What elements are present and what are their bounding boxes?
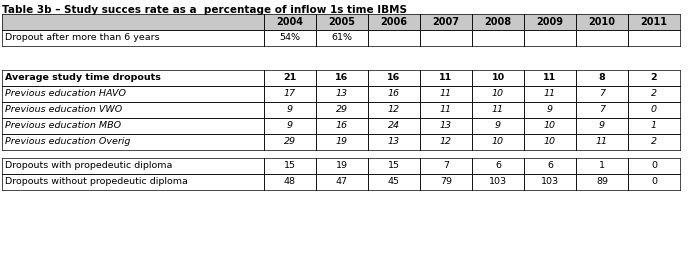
Text: 13: 13 bbox=[440, 122, 452, 130]
Text: 9: 9 bbox=[547, 106, 553, 114]
Text: 2: 2 bbox=[651, 137, 657, 147]
Text: 6: 6 bbox=[547, 161, 553, 170]
Text: 16: 16 bbox=[336, 73, 349, 83]
Text: 54%: 54% bbox=[280, 33, 300, 42]
Text: 10: 10 bbox=[492, 89, 504, 99]
Text: Dropout after more than 6 years: Dropout after more than 6 years bbox=[5, 33, 160, 42]
Text: 9: 9 bbox=[495, 122, 501, 130]
Bar bbox=[264, 14, 316, 30]
Text: 9: 9 bbox=[287, 106, 293, 114]
Text: Previous education HAVO: Previous education HAVO bbox=[5, 89, 126, 99]
Text: 0: 0 bbox=[651, 106, 657, 114]
Text: Previous education Overig: Previous education Overig bbox=[5, 137, 130, 147]
Text: 15: 15 bbox=[284, 161, 296, 170]
Text: 16: 16 bbox=[387, 73, 400, 83]
Bar bbox=[2, 14, 264, 30]
Text: 103: 103 bbox=[541, 177, 559, 187]
Text: 10: 10 bbox=[544, 137, 556, 147]
Bar bbox=[420, 14, 472, 30]
Text: 29: 29 bbox=[336, 106, 348, 114]
Text: 61%: 61% bbox=[331, 33, 353, 42]
Text: 29: 29 bbox=[284, 137, 296, 147]
Text: 11: 11 bbox=[544, 73, 557, 83]
Text: 10: 10 bbox=[544, 122, 556, 130]
Text: 11: 11 bbox=[440, 73, 453, 83]
Text: 19: 19 bbox=[336, 137, 348, 147]
Text: Table 3b – Study succes rate as a  percentage of inflow 1s time IBMS: Table 3b – Study succes rate as a percen… bbox=[2, 5, 407, 15]
Text: Previous education MBO: Previous education MBO bbox=[5, 122, 121, 130]
Text: 10: 10 bbox=[491, 73, 504, 83]
Text: 10: 10 bbox=[492, 137, 504, 147]
Text: 2: 2 bbox=[650, 73, 657, 83]
Text: 16: 16 bbox=[336, 122, 348, 130]
Text: 2009: 2009 bbox=[537, 17, 564, 27]
Text: 17: 17 bbox=[284, 89, 296, 99]
Text: 8: 8 bbox=[599, 73, 606, 83]
Bar bbox=[628, 14, 680, 30]
Text: 16: 16 bbox=[388, 89, 400, 99]
Text: 2: 2 bbox=[651, 89, 657, 99]
Text: 47: 47 bbox=[336, 177, 348, 187]
Text: 7: 7 bbox=[443, 161, 449, 170]
Text: 12: 12 bbox=[440, 137, 452, 147]
Text: 11: 11 bbox=[492, 106, 504, 114]
Text: 0: 0 bbox=[651, 161, 657, 170]
Text: 21: 21 bbox=[283, 73, 297, 83]
Bar bbox=[472, 14, 524, 30]
Text: 13: 13 bbox=[336, 89, 348, 99]
Text: 79: 79 bbox=[440, 177, 452, 187]
Text: 9: 9 bbox=[599, 122, 605, 130]
Text: 15: 15 bbox=[388, 161, 400, 170]
Text: 1: 1 bbox=[599, 161, 605, 170]
Bar bbox=[524, 14, 576, 30]
Text: 9: 9 bbox=[287, 122, 293, 130]
Text: 12: 12 bbox=[388, 106, 400, 114]
Text: 89: 89 bbox=[596, 177, 608, 187]
Bar bbox=[316, 14, 368, 30]
Text: 48: 48 bbox=[284, 177, 296, 187]
Text: Average study time dropouts: Average study time dropouts bbox=[5, 73, 161, 83]
Text: 103: 103 bbox=[489, 177, 507, 187]
Text: 2007: 2007 bbox=[433, 17, 460, 27]
Text: Previous education VWO: Previous education VWO bbox=[5, 106, 122, 114]
Text: 19: 19 bbox=[336, 161, 348, 170]
Text: 11: 11 bbox=[544, 89, 556, 99]
Text: 45: 45 bbox=[388, 177, 400, 187]
Text: 11: 11 bbox=[440, 89, 452, 99]
Text: 6: 6 bbox=[495, 161, 501, 170]
Text: 2008: 2008 bbox=[484, 17, 511, 27]
Text: Dropouts without propedeutic diploma: Dropouts without propedeutic diploma bbox=[5, 177, 188, 187]
Text: 7: 7 bbox=[599, 106, 605, 114]
Text: 2005: 2005 bbox=[329, 17, 356, 27]
Text: 2006: 2006 bbox=[380, 17, 407, 27]
Text: 24: 24 bbox=[388, 122, 400, 130]
Text: 1: 1 bbox=[651, 122, 657, 130]
Text: 0: 0 bbox=[651, 177, 657, 187]
Text: 13: 13 bbox=[388, 137, 400, 147]
Bar bbox=[576, 14, 628, 30]
Bar bbox=[368, 14, 420, 30]
Text: 7: 7 bbox=[599, 89, 605, 99]
Text: 2011: 2011 bbox=[641, 17, 668, 27]
Text: Dropouts with propedeutic diploma: Dropouts with propedeutic diploma bbox=[5, 161, 172, 170]
Text: 2010: 2010 bbox=[588, 17, 615, 27]
Text: 2004: 2004 bbox=[276, 17, 303, 27]
Text: 11: 11 bbox=[596, 137, 608, 147]
Text: 11: 11 bbox=[440, 106, 452, 114]
